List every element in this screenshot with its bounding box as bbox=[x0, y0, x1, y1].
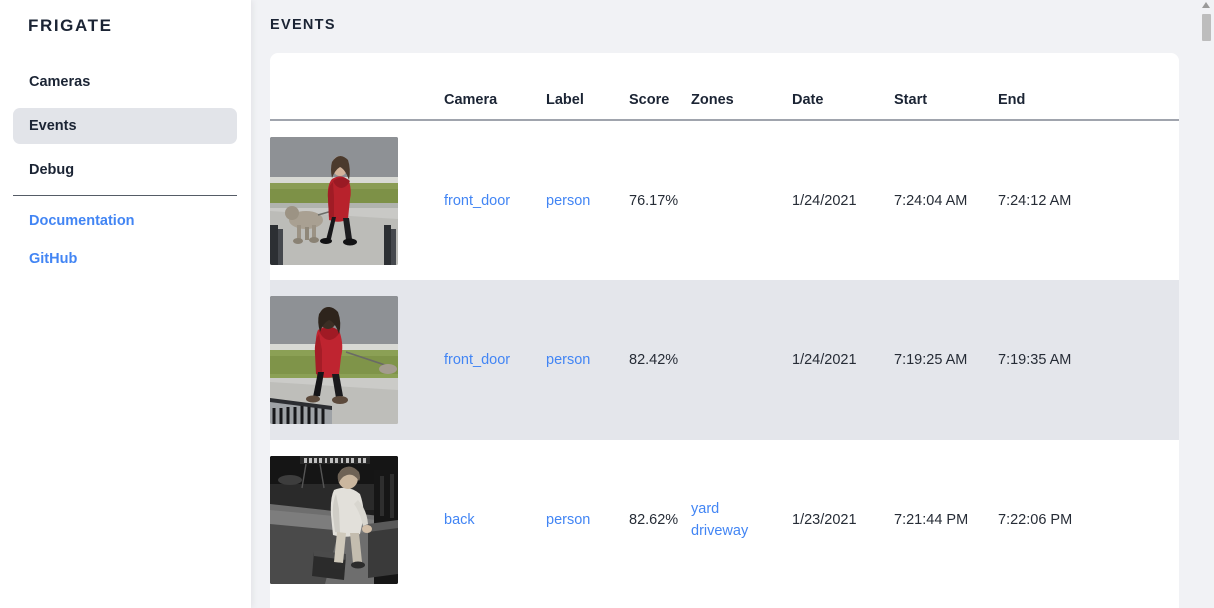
event-zones-cell bbox=[691, 280, 792, 440]
event-end-value: 7:22:06 PM bbox=[998, 512, 1073, 528]
event-end-value: 7:24:12 AM bbox=[998, 192, 1072, 209]
event-score-cell: 82.42% bbox=[629, 280, 691, 440]
event-score-value: 82.42% bbox=[629, 352, 679, 368]
column-header-date[interactable]: Date bbox=[792, 92, 824, 108]
event-thumbnail-cell[interactable] bbox=[270, 440, 444, 600]
event-score-value: 76.17% bbox=[629, 192, 679, 209]
event-date-value: 1/24/2021 bbox=[792, 352, 857, 368]
event-end-cell: 7:22:06 PM bbox=[998, 440, 1179, 600]
sidebar: FRIGATE Cameras Events Debug Documentati… bbox=[0, 0, 251, 608]
event-label-cell[interactable]: person bbox=[546, 440, 629, 600]
event-end-value: 7:19:35 AM bbox=[998, 352, 1072, 368]
event-start-value: 7:24:04 AM bbox=[894, 192, 968, 209]
column-header-start[interactable]: Start bbox=[894, 92, 928, 108]
sidebar-divider bbox=[13, 195, 237, 196]
event-date-cell: 1/23/2021 bbox=[792, 440, 894, 600]
events-table-header: Camera Label Score Zones Date Start End bbox=[270, 53, 1179, 120]
scrollbar-thumb[interactable] bbox=[1202, 14, 1211, 41]
event-camera-link[interactable]: back bbox=[444, 512, 475, 528]
sidebar-item-debug[interactable]: Debug bbox=[13, 152, 237, 188]
event-date-cell: 1/24/2021 bbox=[792, 280, 894, 440]
event-camera-cell[interactable]: front_door bbox=[444, 120, 546, 280]
sidebar-item-events[interactable]: Events bbox=[13, 108, 237, 144]
event-start-value: 7:19:25 AM bbox=[894, 352, 968, 368]
event-date-value: 1/24/2021 bbox=[792, 192, 857, 209]
event-camera-cell[interactable]: back bbox=[444, 440, 546, 600]
event-thumbnail-image-daytime-dog-walk-1[interactable] bbox=[270, 136, 398, 265]
event-zone-link-yard[interactable]: yard bbox=[691, 500, 720, 517]
event-date-value: 1/23/2021 bbox=[792, 512, 857, 528]
table-row[interactable]: front_door person 76.17% 1/24/2021 bbox=[270, 120, 1179, 280]
column-header-end[interactable]: End bbox=[998, 92, 1026, 108]
sidebar-nav: Cameras Events Debug bbox=[13, 64, 237, 196]
event-start-cell: 7:24:04 AM bbox=[894, 120, 998, 280]
event-thumbnail-cell[interactable] bbox=[270, 120, 444, 280]
sidebar-external-links: Documentation GitHub bbox=[29, 213, 135, 289]
sidebar-link-github[interactable]: GitHub bbox=[29, 251, 78, 267]
column-header-label[interactable]: Label bbox=[546, 92, 584, 108]
events-table-body: front_door person 76.17% 1/24/2021 bbox=[270, 120, 1179, 600]
event-camera-link[interactable]: front_door bbox=[444, 192, 511, 209]
event-start-value: 7:21:44 PM bbox=[894, 512, 969, 528]
event-camera-link[interactable]: front_door bbox=[444, 352, 511, 368]
event-score-cell: 76.17% bbox=[629, 120, 691, 280]
sidebar-item-label: Cameras bbox=[29, 74, 91, 90]
sidebar-item-cameras[interactable]: Cameras bbox=[13, 64, 237, 100]
event-thumbnail-image-daytime-dog-walk-2[interactable] bbox=[270, 296, 398, 424]
scrollbar-up-arrow-icon[interactable] bbox=[1202, 2, 1210, 8]
table-row[interactable]: back person 82.62% yard driveway bbox=[270, 440, 1179, 600]
column-header-zones[interactable]: Zones bbox=[691, 92, 734, 108]
event-end-cell: 7:24:12 AM bbox=[998, 120, 1179, 280]
event-thumbnail-cell[interactable] bbox=[270, 280, 444, 440]
column-header-camera[interactable]: Camera bbox=[444, 92, 498, 108]
events-card: Camera Label Score Zones Date Start End bbox=[270, 53, 1179, 608]
event-score-cell: 82.62% bbox=[629, 440, 691, 600]
event-date-cell: 1/24/2021 bbox=[792, 120, 894, 280]
event-label-cell[interactable]: person bbox=[546, 280, 629, 440]
page-title: EVENTS bbox=[270, 17, 336, 33]
event-label-cell[interactable]: person bbox=[546, 120, 629, 280]
main-content: EVENTS Camera Label Score Zones Date Sta… bbox=[251, 0, 1214, 608]
event-zones-cell[interactable]: yard driveway bbox=[691, 440, 792, 600]
event-label-link[interactable]: person bbox=[546, 352, 591, 368]
table-header-row: Camera Label Score Zones Date Start End bbox=[270, 53, 1179, 120]
app-brand-title: FRIGATE bbox=[28, 16, 113, 35]
event-zone-link-driveway[interactable]: driveway bbox=[691, 523, 749, 539]
event-thumbnail-image-night-infrared-person[interactable] bbox=[270, 456, 398, 584]
column-header-score[interactable]: Score bbox=[629, 92, 670, 108]
event-end-cell: 7:19:35 AM bbox=[998, 280, 1179, 440]
events-table: Camera Label Score Zones Date Start End bbox=[270, 53, 1179, 600]
page-scrollbar[interactable] bbox=[1199, 0, 1214, 608]
event-camera-cell[interactable]: front_door bbox=[444, 280, 546, 440]
event-start-cell: 7:19:25 AM bbox=[894, 280, 998, 440]
sidebar-item-label: Debug bbox=[29, 162, 75, 178]
event-label-link[interactable]: person bbox=[546, 512, 591, 528]
event-start-cell: 7:21:44 PM bbox=[894, 440, 998, 600]
event-label-link[interactable]: person bbox=[546, 192, 591, 209]
sidebar-item-label: Events bbox=[29, 118, 77, 134]
column-header-thumbnail[interactable] bbox=[270, 53, 444, 120]
table-row[interactable]: front_door person 82.42% 1/24/2021 bbox=[270, 280, 1179, 440]
event-score-value: 82.62% bbox=[629, 512, 679, 528]
event-zones-cell bbox=[691, 120, 792, 280]
sidebar-link-documentation[interactable]: Documentation bbox=[29, 213, 135, 229]
